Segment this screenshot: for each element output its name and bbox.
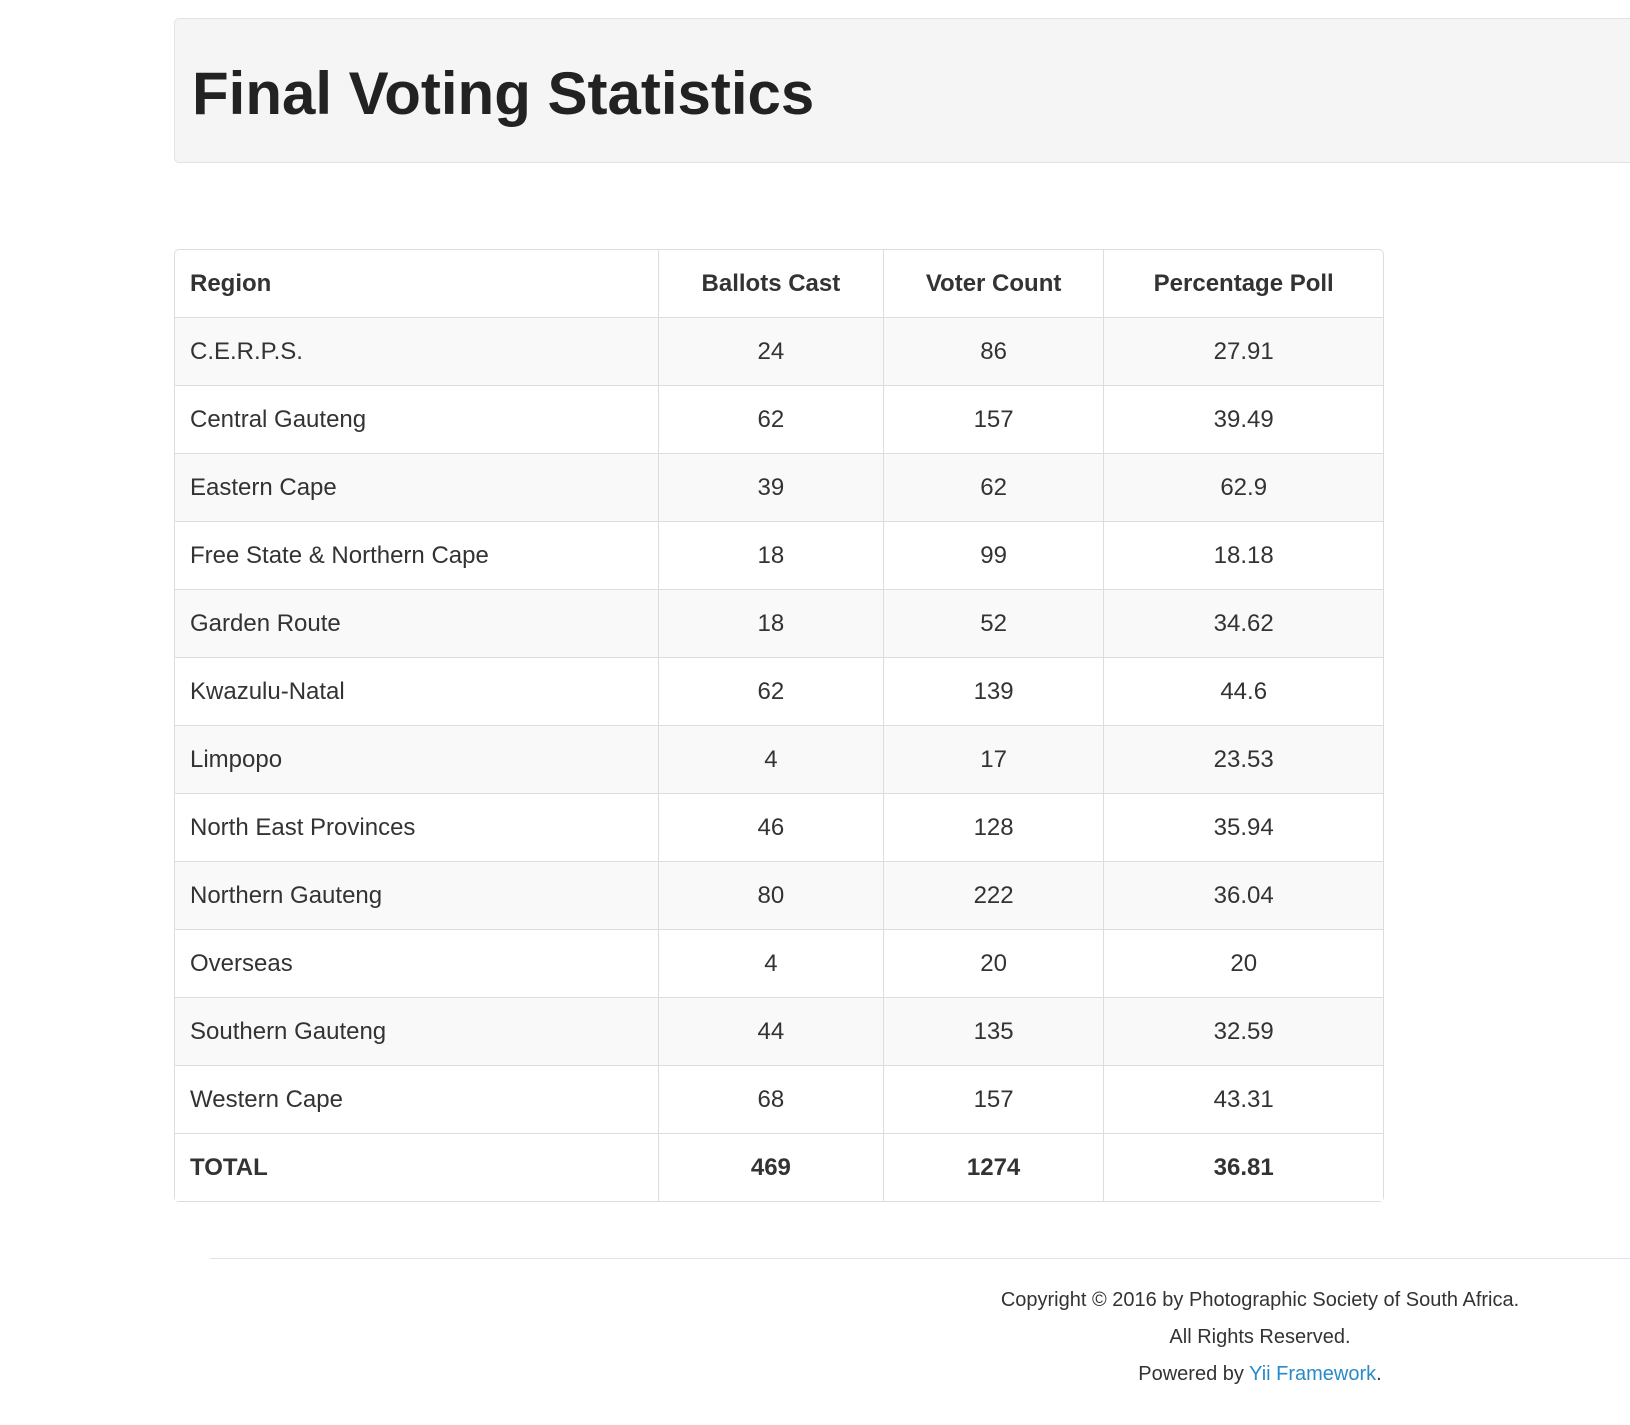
stats-table: Region Ballots Cast Voter Count Percentage … <box>174 249 1384 1202</box>
table-row: Limpopo 4 17 23.53 <box>175 725 1383 793</box>
header: Final Voting Statistics <box>174 18 1630 163</box>
value-cell: 44 <box>658 997 883 1065</box>
table-row: North East Provinces 46 128 35.94 <box>175 793 1383 861</box>
value-cell: 86 <box>882 317 1104 385</box>
footer: Copyright © 2016 by Photographic Society… <box>760 1282 1630 1393</box>
value-cell: 27.91 <box>1103 317 1383 385</box>
column-header: Region <box>190 269 272 297</box>
powered-suffix: . <box>1376 1363 1382 1385</box>
value-cell: 20 <box>882 929 1104 997</box>
table-row: Western Cape 68 157 43.31 <box>175 1065 1383 1133</box>
value-cell: 62 <box>658 657 883 725</box>
total-row: TOTAL 469 1274 36.81 <box>175 1133 1383 1201</box>
region-cell: Southern Gauteng <box>175 997 658 1065</box>
table-row: Eastern Cape 39 62 62.9 <box>175 453 1383 521</box>
framework-link[interactable]: Yii Framework <box>1249 1363 1377 1385</box>
powered-prefix: Powered by <box>1138 1363 1244 1385</box>
value-cell: 39.49 <box>1103 385 1383 453</box>
value-cell: 23.53 <box>1103 725 1383 793</box>
header-row: Region Ballots Cast Voter Count Percentage … <box>175 250 1383 317</box>
region-cell: North East Provinces <box>175 793 658 861</box>
region-cell: Eastern Cape <box>175 453 658 521</box>
page-title: Final Voting Statistics <box>192 60 815 127</box>
region-cell: Central Gauteng <box>175 385 658 453</box>
region-cell: Free State & Northern Cape <box>175 521 658 589</box>
column-header: Ballots Cast <box>658 250 883 317</box>
value-cell: 68 <box>658 1065 883 1133</box>
value-cell: 39 <box>658 453 883 521</box>
value-cell: 99 <box>882 521 1104 589</box>
value-cell: 18.18 <box>1103 521 1383 589</box>
value-cell: 17 <box>882 725 1104 793</box>
value-cell: 36.04 <box>1103 861 1383 929</box>
table-head: Region Ballots Cast Voter Count Percentage … <box>175 250 1383 317</box>
value-cell: 139 <box>882 657 1104 725</box>
rights: All Rights Reserved. <box>1169 1326 1351 1348</box>
table-body: C.E.R.P.S. 24 86 27.91 Central Gauteng 62 157 3… <box>175 317 1383 1201</box>
value-cell: 62.9 <box>1103 453 1383 521</box>
value-cell: 43.31 <box>1103 1065 1383 1133</box>
total-cell: 1274 <box>882 1133 1104 1201</box>
total-cell: 469 <box>658 1133 883 1201</box>
region-cell: Garden Route <box>175 589 658 657</box>
region-cell: Limpopo <box>175 725 658 793</box>
value-cell: 4 <box>658 725 883 793</box>
region-cell: Northern Gauteng <box>175 861 658 929</box>
value-cell: 24 <box>658 317 883 385</box>
total-label: TOTAL <box>175 1133 658 1201</box>
value-cell: 62 <box>658 385 883 453</box>
value-cell: 135 <box>882 997 1104 1065</box>
value-cell: 157 <box>882 385 1104 453</box>
value-cell: 34.62 <box>1103 589 1383 657</box>
region-cell: Kwazulu-Natal <box>175 657 658 725</box>
value-cell: 32.59 <box>1103 997 1383 1065</box>
total-cell: 36.81 <box>1103 1133 1383 1201</box>
value-cell: 44.6 <box>1103 657 1383 725</box>
table-row: Southern Gauteng 44 135 32.59 <box>175 997 1383 1065</box>
column-header: Percentage Poll <box>1103 250 1383 317</box>
table-row: Central Gauteng 62 157 39.49 <box>175 385 1383 453</box>
copyright: Copyright © 2016 by Photographic Society… <box>1000 1289 1520 1311</box>
table-row: Kwazulu-Natal 62 139 44.6 <box>175 657 1383 725</box>
table-row: Overseas 4 20 20 <box>175 929 1383 997</box>
column-header: Voter Count <box>882 250 1104 317</box>
value-cell: 52 <box>882 589 1104 657</box>
value-cell: 46 <box>658 793 883 861</box>
table-row: Free State & Northern Cape 18 99 18.18 <box>175 521 1383 589</box>
table-row: Garden Route 18 52 34.62 <box>175 589 1383 657</box>
value-cell: 62 <box>882 453 1104 521</box>
table-row: C.E.R.P.S. 24 86 27.91 <box>175 317 1383 385</box>
value-cell: 20 <box>1103 929 1383 997</box>
value-cell: 222 <box>882 861 1104 929</box>
powered-by: Powered by Yii Framework. <box>760 1356 1630 1393</box>
value-cell: 80 <box>658 861 883 929</box>
region-cell: C.E.R.P.S. <box>175 317 658 385</box>
region-cell: Western Cape <box>175 1065 658 1133</box>
region-cell: Overseas <box>175 929 658 997</box>
footer-rule <box>210 1258 1630 1259</box>
value-cell: 128 <box>882 793 1104 861</box>
value-cell: 35.94 <box>1103 793 1383 861</box>
value-cell: 4 <box>658 929 883 997</box>
value-cell: 18 <box>658 521 883 589</box>
value-cell: 157 <box>882 1065 1104 1133</box>
value-cell: 18 <box>658 589 883 657</box>
table-row: Northern Gauteng 80 222 36.04 <box>175 861 1383 929</box>
